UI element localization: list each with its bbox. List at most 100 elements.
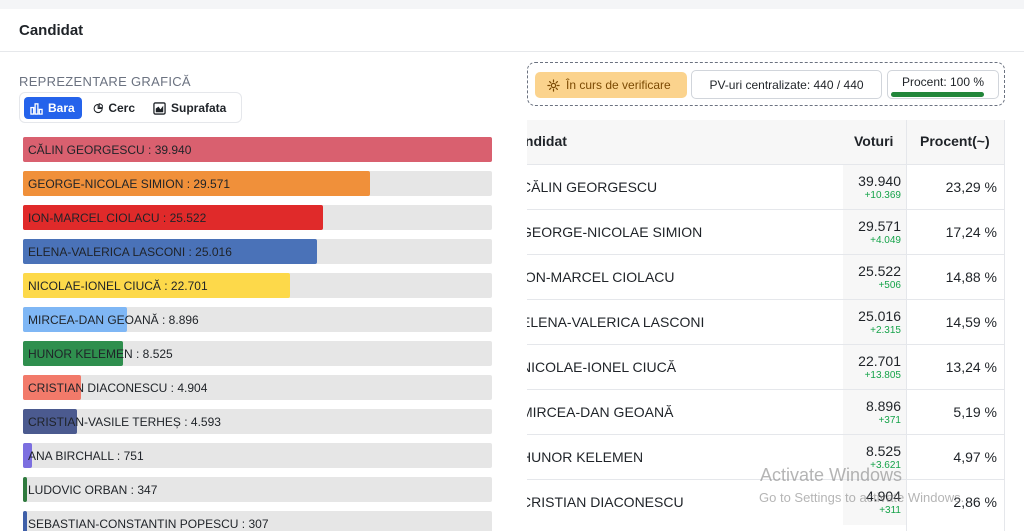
tab-bar[interactable]: Bara <box>24 97 82 119</box>
votes-cell: 25.016 +2.315 <box>843 300 906 345</box>
gear-icon <box>547 78 560 92</box>
votes-cell: 8.896 +371 <box>843 390 906 435</box>
status-bar: În curs de verificare PV-uri centralizat… <box>527 62 1005 106</box>
percent-progress-fill <box>891 92 984 97</box>
bar-row[interactable]: ANA BIRCHALL : 751 <box>23 443 492 468</box>
column-header-candidate[interactable]: Candidat <box>527 133 567 149</box>
votes-delta: +311 <box>879 505 901 516</box>
bar-label: CĂLIN GEORGESCU : 39.940 <box>28 143 192 157</box>
bar-row[interactable]: GEORGE-NICOLAE SIMION : 29.571 <box>23 171 492 196</box>
column-header-votes[interactable]: Voturi <box>854 133 894 149</box>
table-row[interactable]: ELENA-VALERICA LASCONI 25.016 +2.315 14,59 … <box>527 299 1005 345</box>
table-row[interactable]: ION-MARCEL CIOLACU 25.522 +506 14,88 % <box>527 254 1005 300</box>
pv-count-badge: PV-uri centralizate: 440 / 440 <box>691 70 882 99</box>
bar-label: CRISTIAN-VASILE TERHEȘ : 4.593 <box>28 415 221 429</box>
column-divider <box>1004 120 1005 531</box>
bar-label: HUNOR KELEMEN : 8.525 <box>28 347 173 361</box>
tab-circle[interactable]: Cerc <box>87 97 141 119</box>
bar-fill <box>23 273 290 298</box>
table-row[interactable]: MIRCEA-DAN GEOANĂ 8.896 +371 5,19 % <box>527 389 1005 435</box>
percent-value: 23,29 % <box>945 179 997 195</box>
votes-value: 22.701 <box>858 353 901 369</box>
votes-value: 25.016 <box>858 308 901 324</box>
votes-cell: 29.571 +4.049 <box>843 210 906 255</box>
candidate-name: MIRCEA-DAN GEOANĂ <box>527 404 674 420</box>
bar-label: LUDOVIC ORBAN : 347 <box>28 483 158 497</box>
candidate-name: CRISTIAN DIACONESCU <box>527 494 684 510</box>
votes-delta: +2.315 <box>870 325 901 336</box>
bar-fill <box>23 443 32 468</box>
candidate-name: HUNOR KELEMEN <box>527 449 644 465</box>
bar-row[interactable]: NICOLAE-IONEL CIUCĂ : 22.701 <box>23 273 492 298</box>
votes-delta: +13.805 <box>864 370 901 381</box>
bar-row[interactable]: ELENA-VALERICA LASCONI : 25.016 <box>23 239 492 264</box>
bar-row[interactable]: CĂLIN GEORGESCU : 39.940 <box>23 137 492 162</box>
bar-row[interactable]: CRISTIAN DIACONESCU : 4.904 <box>23 375 492 400</box>
votes-delta: +4.049 <box>870 235 901 246</box>
column-divider <box>906 120 907 531</box>
chart-section-label: REPREZENTARE GRAFICĂ <box>19 74 191 89</box>
bar-fill <box>23 205 323 230</box>
percent-value: 13,24 % <box>945 359 997 375</box>
verification-status-label: În curs de verificare <box>566 78 671 92</box>
votes-delta: +506 <box>878 280 901 291</box>
votes-value: 8.896 <box>865 398 901 414</box>
bar-fill <box>23 171 370 196</box>
card-title: Candidat <box>19 22 84 39</box>
windows-activation-title: Activate Windows <box>760 465 903 485</box>
bar-label: GEORGE-NICOLAE SIMION : 29.571 <box>28 177 231 191</box>
table-row[interactable]: CRISTIAN DIACONESCU 4.904 +311 2,86 % <box>527 479 1005 525</box>
votes-cell: 22.701 +13.805 <box>843 345 906 390</box>
pv-count-label: PV-uri centralizate: 440 / 440 <box>709 77 864 92</box>
bar-fill <box>23 137 492 162</box>
pie-chart-icon <box>93 102 104 113</box>
tab-area[interactable]: Suprafata <box>147 97 237 119</box>
table-row[interactable]: GEORGE-NICOLAE SIMION 29.571 +4.049 17,24 % <box>527 209 1005 255</box>
votes-delta: +3.621 <box>870 460 901 471</box>
votes-value: 29.571 <box>858 218 901 234</box>
percent-progress <box>891 92 984 97</box>
bar-fill <box>23 307 127 332</box>
candidate-name: ELENA-VALERICA LASCONI <box>527 314 705 330</box>
votes-value: 4.904 <box>865 488 901 504</box>
bar-row[interactable]: MIRCEA-DAN GEOANĂ : 8.896 <box>23 307 492 332</box>
candidate-name: CĂLIN GEORGESCU <box>527 179 658 195</box>
percent-value: 14,59 % <box>945 314 997 330</box>
verification-status-badge[interactable]: În curs de verificare <box>535 72 687 98</box>
chart-type-toggle: Bara Cerc Suprafata <box>19 92 242 123</box>
percent-value: 2,86 % <box>953 494 997 510</box>
tab-circle-label: Cerc <box>108 101 135 115</box>
area-chart-icon <box>153 101 166 115</box>
votes-cell: 8.525 +3.621 <box>843 435 906 480</box>
bar-row[interactable]: HUNOR KELEMEN : 8.525 <box>23 341 492 366</box>
bar-label: CRISTIAN DIACONESCU : 4.904 <box>28 381 208 395</box>
windows-activation-subtitle: Go to Settings to activate Windows. <box>759 490 965 505</box>
bar-fill <box>23 239 317 264</box>
votes-value: 25.522 <box>858 263 901 279</box>
percent-value: 14,88 % <box>945 269 997 285</box>
percent-value: 4,97 % <box>953 449 997 465</box>
bar-label: NICOLAE-IONEL CIUCĂ : 22.701 <box>28 279 208 293</box>
bar-fill <box>23 409 77 434</box>
bar-label: MIRCEA-DAN GEOANĂ : 8.896 <box>28 313 199 327</box>
column-header-percent[interactable]: Procent(~) <box>920 133 990 149</box>
bar-label: SEBASTIAN-CONSTANTIN POPESCU : 307 <box>28 517 269 531</box>
votes-cell: 25.522 +506 <box>843 255 906 300</box>
bar-fill <box>23 341 123 366</box>
bar-label: ION-MARCEL CIOLACU : 25.522 <box>28 211 207 225</box>
table-row[interactable]: CĂLIN GEORGESCU 39.940 +10.369 23,29 % <box>527 164 1005 210</box>
bar-row[interactable]: CRISTIAN-VASILE TERHEȘ : 4.593 <box>23 409 492 434</box>
bar-row[interactable]: SEBASTIAN-CONSTANTIN POPESCU : 307 <box>23 511 492 531</box>
bar-row[interactable]: LUDOVIC ORBAN : 347 <box>23 477 492 502</box>
percent-label: Procent: 100 % <box>901 75 985 89</box>
results-table: Candidat Voturi Procent(~) CĂLIN GEORGES… <box>527 120 1005 531</box>
bar-fill <box>23 375 81 400</box>
tab-area-label: Suprafata <box>171 101 227 115</box>
bar-label: ELENA-VALERICA LASCONI : 25.016 <box>28 245 232 259</box>
bar-row[interactable]: ION-MARCEL CIOLACU : 25.522 <box>23 205 492 230</box>
table-row[interactable]: HUNOR KELEMEN 8.525 +3.621 4,97 % <box>527 434 1005 480</box>
candidate-name: ION-MARCEL CIOLACU <box>527 269 675 285</box>
table-row[interactable]: NICOLAE-IONEL CIUCĂ 22.701 +13.805 13,24 % <box>527 344 1005 390</box>
table-header: Candidat Voturi Procent(~) <box>527 120 1005 164</box>
bar-fill <box>23 477 27 502</box>
